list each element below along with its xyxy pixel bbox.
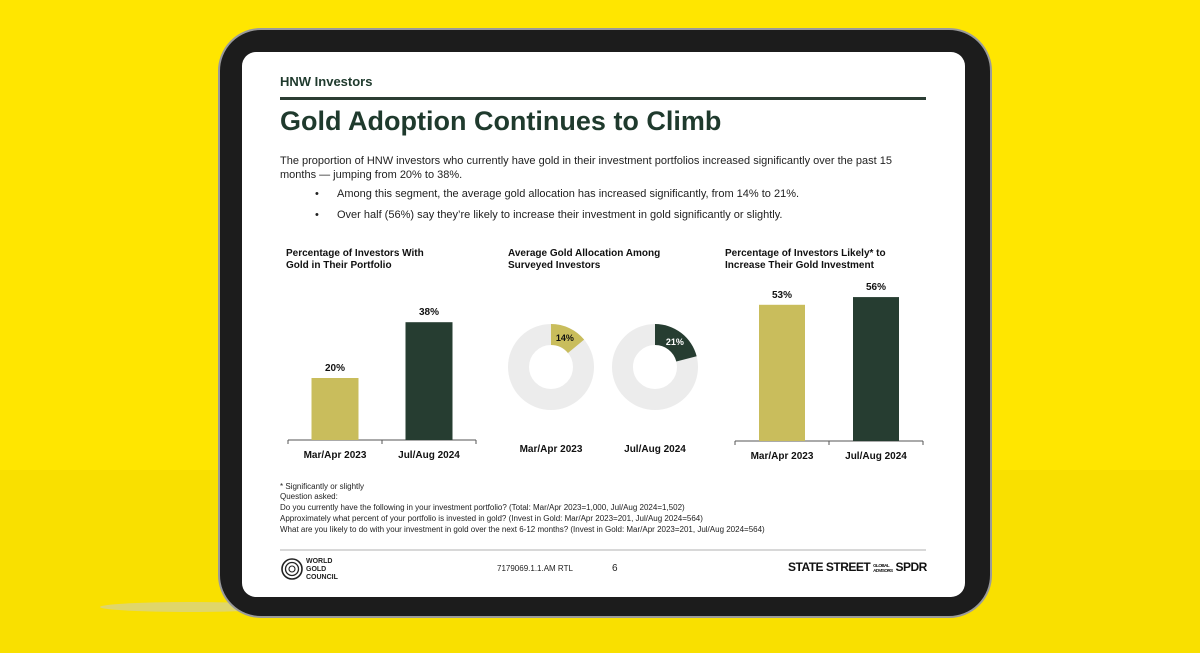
wgc-logo-ring: [288, 565, 296, 573]
wgc-logo-ring: [284, 561, 300, 577]
data-label: 20%: [325, 363, 345, 374]
category-label: Mar/Apr 2023: [304, 450, 367, 461]
logo-text: SPDR: [895, 560, 927, 574]
chart-title: Percentage of Investors With Gold in The…: [286, 248, 424, 271]
logo-line: WORLD: [306, 558, 333, 565]
footnote: Question asked:: [280, 492, 338, 501]
header-rule: [280, 97, 926, 100]
donut-segment: [551, 324, 585, 353]
chart-title: Percentage of Investors Likely* to Incre…: [725, 248, 886, 271]
chart-title: Average Gold Allocation Among Surveyed I…: [508, 248, 661, 271]
logo-line: COUNCIL: [306, 574, 338, 581]
bar: [311, 378, 359, 440]
data-label: 14%: [556, 333, 574, 343]
page-number: 6: [612, 563, 618, 574]
footnote: What are you likely to do with your inve…: [280, 525, 765, 534]
category-label: Mar/Apr 2023: [751, 451, 814, 462]
wgc-logo-text: WORLD GOLD COUNCIL: [306, 558, 338, 582]
wgc-logo-ring: [281, 558, 303, 580]
bar: [853, 297, 899, 441]
category-label: Jul/Aug 2024: [845, 451, 907, 462]
data-label: 56%: [866, 282, 886, 293]
bar: [759, 304, 805, 441]
paragraph: The proportion of HNW investors who curr…: [280, 155, 893, 181]
bar: [405, 322, 453, 440]
logo-text: ADVISORS: [873, 567, 893, 573]
logo-small: GLOBAL ADVISORS: [873, 563, 893, 573]
footnote: Do you currently have the following in y…: [280, 503, 685, 512]
footnote: * Significantly or slightly: [280, 482, 365, 491]
data-label: 38%: [419, 307, 439, 318]
footnote: Approximately what percent of your portf…: [280, 514, 703, 523]
category-label: Jul/Aug 2024: [624, 444, 686, 455]
section-label: HNW Investors: [280, 74, 373, 89]
logo-text: STATE STREET: [788, 560, 871, 574]
category-label: Mar/Apr 2023: [520, 444, 583, 455]
bullet: Over half (56%) say they’re likely to in…: [315, 209, 783, 221]
donut-segment: [655, 324, 697, 362]
logo-text: GLOBAL: [873, 562, 890, 568]
doc-code: 7179069.1.1.AM RTL: [497, 564, 573, 573]
ssga-logo: STATE STREET GLOBAL ADVISORS SPDR: [788, 560, 927, 574]
slide-title: Gold Adoption Continues to Climb: [280, 106, 722, 136]
data-label: 53%: [772, 290, 792, 301]
logo-line: GOLD: [306, 566, 327, 573]
bullet: Among this segment, the average gold all…: [315, 188, 799, 200]
category-label: Jul/Aug 2024: [398, 450, 460, 461]
data-label: 21%: [666, 337, 684, 347]
